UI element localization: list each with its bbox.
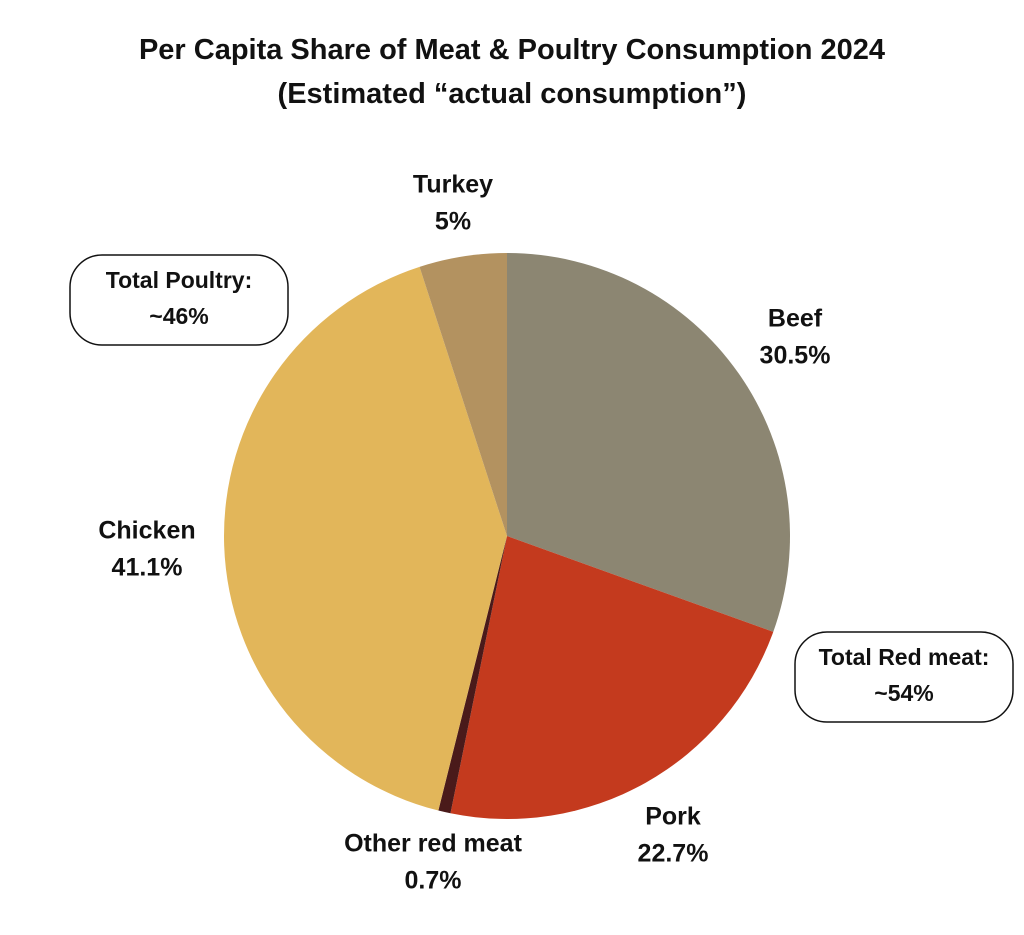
slice-label: Other red meat bbox=[344, 830, 523, 858]
annotation-box bbox=[69, 254, 289, 346]
chart-title: Per Capita Share of Meat & Poultry Consu… bbox=[138, 34, 886, 110]
pie-slice bbox=[450, 536, 774, 820]
annotation-box bbox=[794, 631, 1014, 723]
slice-value: 0.7% bbox=[405, 867, 462, 895]
annotation-text: ~46% bbox=[149, 303, 208, 329]
slice-label: Beef bbox=[768, 305, 823, 333]
pie-slice bbox=[507, 253, 790, 632]
slice-value: 5% bbox=[435, 208, 471, 236]
slice-value: 41.1% bbox=[112, 554, 183, 582]
slice-label: Pork bbox=[645, 803, 701, 831]
slice-value: 22.7% bbox=[638, 840, 709, 868]
annotation-text: Total Red meat: bbox=[819, 644, 990, 670]
slice-value: 30.5% bbox=[760, 342, 831, 370]
annotation-text: Total Poultry: bbox=[106, 267, 253, 293]
slice-label: Chicken bbox=[98, 517, 195, 545]
pie-slice bbox=[419, 253, 507, 536]
annotation-text: ~54% bbox=[874, 680, 933, 706]
pie-slice bbox=[438, 536, 507, 814]
slice-label: Turkey bbox=[413, 171, 493, 199]
pie-slice bbox=[224, 266, 507, 811]
